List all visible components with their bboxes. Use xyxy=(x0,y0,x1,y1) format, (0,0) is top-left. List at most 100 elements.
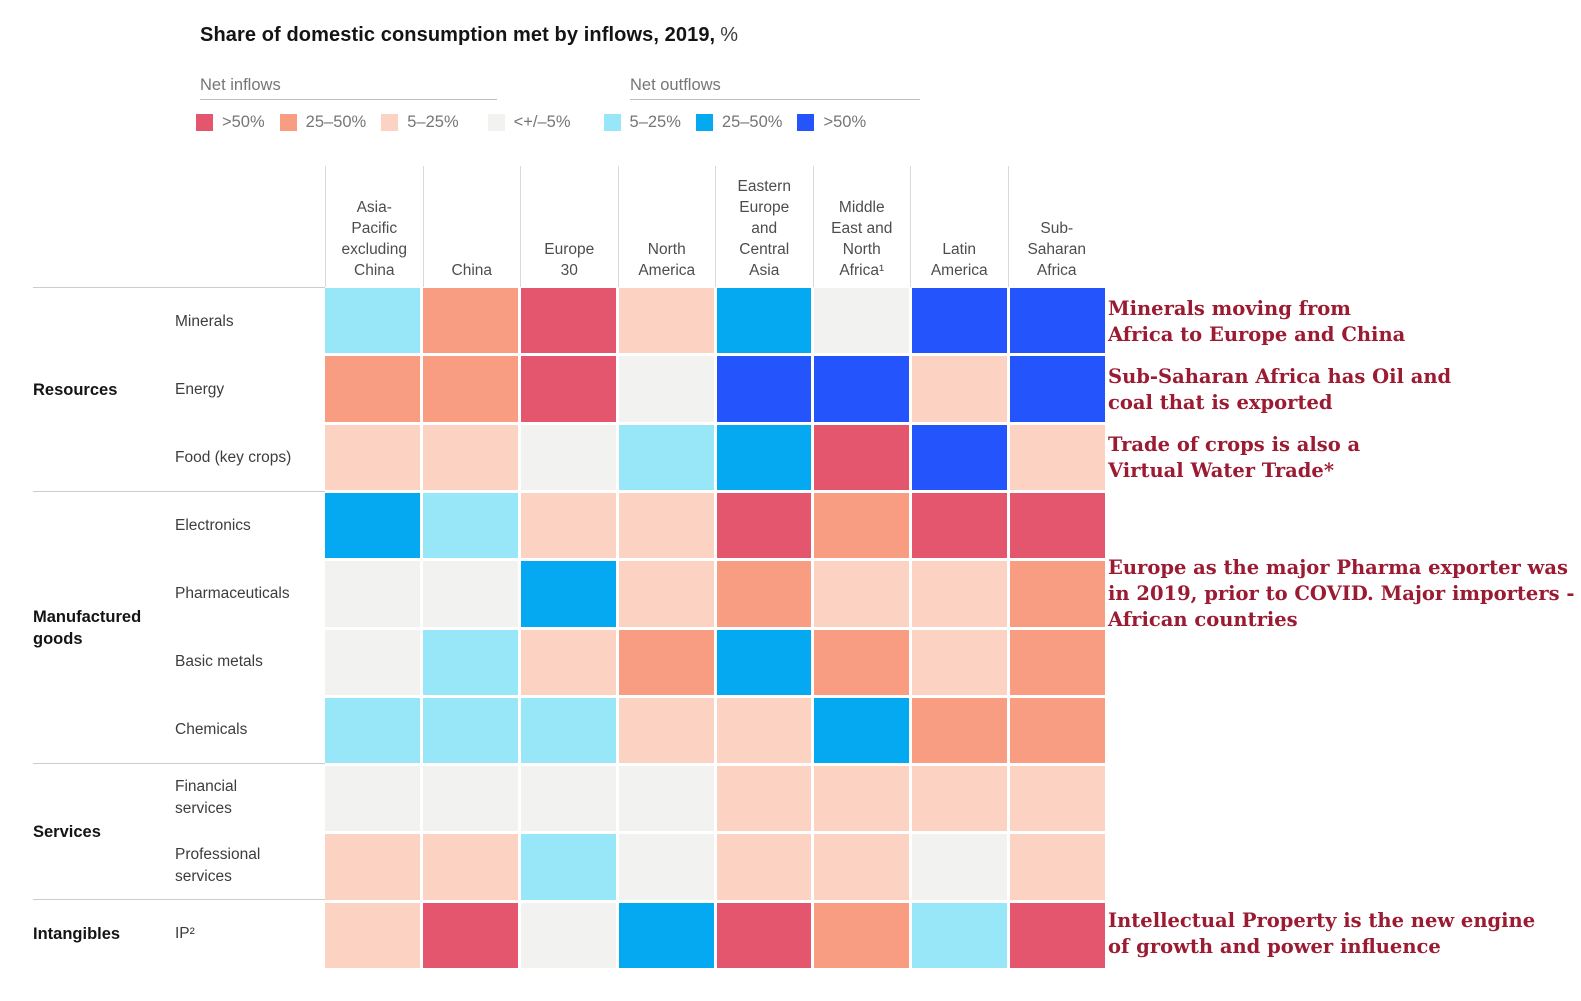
heatmap-cell xyxy=(912,561,1008,627)
heatmap-cell xyxy=(814,766,910,832)
heatmap-cell xyxy=(912,697,1008,764)
legend-item-neu: <+/–5% xyxy=(487,113,571,132)
heatmap-cell xyxy=(325,697,420,764)
heatmap-cell xyxy=(716,697,812,764)
legend-item-in5: 5–25% xyxy=(381,113,459,132)
heatmap-cell xyxy=(422,424,518,490)
row-label: Professional services xyxy=(175,846,261,885)
column-header-label: Latin America xyxy=(930,241,988,279)
legend-item-out50: >50% xyxy=(797,113,866,132)
group-divider xyxy=(33,287,325,288)
row-label: Food (key crops) xyxy=(175,449,292,466)
heatmap-cell xyxy=(912,424,1008,490)
group-label: Intangibles xyxy=(33,925,121,943)
heatmap-cell xyxy=(912,356,1008,422)
legend-label-out50: >50% xyxy=(823,113,867,131)
column-header-label: China xyxy=(451,262,493,279)
legend-item-in25: 25–50% xyxy=(279,113,366,132)
annotation: Intellectual Property is the new engine o… xyxy=(1108,908,1581,960)
annotation: Trade of crops is also a Virtual Water Tr… xyxy=(1108,432,1581,484)
row-label: Minerals xyxy=(175,313,234,330)
heatmap-cell xyxy=(618,766,714,832)
legend-swatch-out5 xyxy=(603,114,621,131)
chart-title-text: Share of domestic consumption met by inf… xyxy=(200,24,716,46)
row-label: Financial services xyxy=(175,778,238,817)
heatmap-cell xyxy=(520,288,616,354)
heatmap-cell xyxy=(716,766,812,832)
heatmap-grid xyxy=(325,288,1105,968)
legend: >50% 25–50% 5–25% <+/–5% 5–25% 25–50% >50% xyxy=(196,113,866,132)
heatmap-cell xyxy=(912,492,1008,559)
group-divider xyxy=(33,763,325,764)
heatmap-cell xyxy=(520,834,616,900)
heatmap-cell xyxy=(1010,902,1105,968)
column-header-4: North America xyxy=(617,166,716,287)
heatmap-cell xyxy=(422,834,518,900)
legend-group-label-net-outflows: Net outflows xyxy=(630,76,721,94)
heatmap-cell xyxy=(912,766,1008,832)
group-divider xyxy=(33,491,325,492)
legend-swatch-in50 xyxy=(196,114,213,131)
heatmap-cell xyxy=(520,356,616,422)
column-header-7: Latin America xyxy=(910,166,1008,287)
legend-item-in50: >50% xyxy=(196,113,265,132)
heatmap-cell xyxy=(1010,356,1105,422)
column-header-8: Sub- Saharan Africa xyxy=(1007,166,1106,287)
heatmap-cell xyxy=(814,834,910,900)
column-header-label: North America xyxy=(638,241,696,279)
heatmap-cell xyxy=(618,834,714,900)
heatmap-cell xyxy=(716,424,812,490)
annotation-line: Intellectual Property is the new engine xyxy=(1108,909,1536,932)
heatmap-cell xyxy=(716,288,812,354)
legend-swatch-neu xyxy=(487,114,505,131)
heatmap-cell xyxy=(618,424,714,490)
heatmap-cell xyxy=(520,766,616,832)
row-label: Basic metals xyxy=(175,653,263,670)
heatmap-cell xyxy=(618,697,714,764)
heatmap-cell xyxy=(716,834,812,900)
annotation-line: of growth and power influence xyxy=(1108,935,1441,958)
heatmap-cell xyxy=(1010,629,1105,695)
heatmap-cell xyxy=(1010,561,1105,627)
column-header-6: Middle East and North Africa¹ xyxy=(812,166,911,287)
heatmap-cell xyxy=(716,629,812,695)
heatmap-cell xyxy=(325,766,420,832)
legend-label-out25: 25–50% xyxy=(721,113,783,131)
column-headers: Asia- Pacific excluding China China Europe… xyxy=(325,166,1105,287)
heatmap-cell xyxy=(1010,424,1105,490)
annotation-line: Africa to Europe and China xyxy=(1108,323,1406,346)
annotation: Sub-Saharan Africa has Oil and coal that … xyxy=(1108,364,1581,416)
heatmap-cell xyxy=(520,902,616,968)
chart-title-unit: % xyxy=(720,24,739,46)
heatmap-cell xyxy=(912,629,1008,695)
heatmap-cell xyxy=(1010,492,1105,559)
annotation: Europe as the major Pharma exporter was i… xyxy=(1108,555,1581,633)
annotation-line: in 2019, prior to COVID. Major importers… xyxy=(1108,582,1575,605)
heatmap-cell xyxy=(520,561,616,627)
heatmap-cell xyxy=(520,424,616,490)
legend-swatch-in25 xyxy=(279,114,297,131)
column-header-label: Asia- Pacific excluding China xyxy=(341,199,408,279)
heatmap-cell xyxy=(325,629,420,695)
legend-swatch-out50 xyxy=(797,114,815,131)
heatmap-cell xyxy=(814,629,910,695)
column-header-label: Europe 30 xyxy=(544,241,595,279)
annotation-line: coal that is exported xyxy=(1108,391,1333,414)
group-label: Manufactured goods xyxy=(33,608,142,648)
heatmap-cell xyxy=(422,356,518,422)
heatmap-cell xyxy=(422,902,518,968)
heatmap-cell xyxy=(814,288,910,354)
column-header-5: Eastern Europe and Central Asia xyxy=(715,166,813,287)
legend-label-neu: <+/–5% xyxy=(513,113,571,131)
heatmap-cell xyxy=(618,492,714,559)
heatmap-cell xyxy=(422,697,518,764)
heatmap-cell xyxy=(814,356,910,422)
row-label: IP² xyxy=(175,925,195,942)
heatmap-cell xyxy=(618,902,714,968)
heatmap-cell xyxy=(1010,288,1105,354)
row-label: Electronics xyxy=(175,517,251,534)
column-header-label: Eastern Europe and Central Asia xyxy=(737,178,791,279)
legend-swatch-out25 xyxy=(695,114,713,131)
heatmap-cell xyxy=(325,902,420,968)
